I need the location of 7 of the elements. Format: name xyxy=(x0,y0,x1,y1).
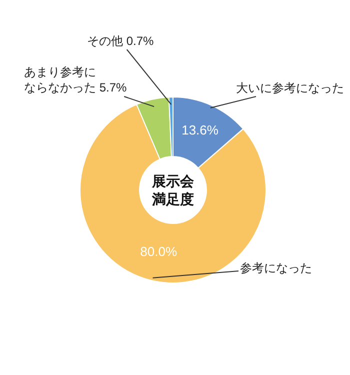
slice-label: 参考になった xyxy=(240,261,312,275)
slice-label: あまり参考にならなかった 5.7% xyxy=(24,65,128,95)
text: 展示会満足度 xyxy=(151,173,195,208)
slice-label: その他 0.7% xyxy=(87,34,154,48)
data-label: 80.0% xyxy=(140,244,178,260)
slice-label: 大いに参考になった xyxy=(236,81,344,95)
data-label: 13.6% xyxy=(182,122,219,138)
